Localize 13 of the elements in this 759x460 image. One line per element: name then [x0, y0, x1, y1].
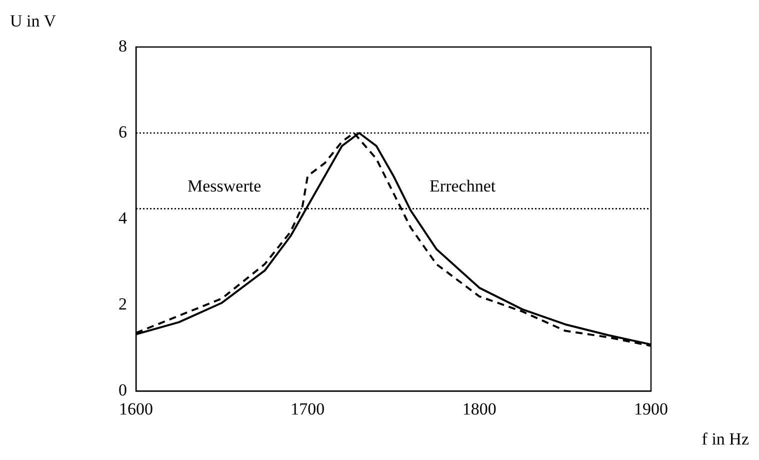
series-label: Errechnet: [430, 176, 496, 196]
text: Messwerte: [188, 176, 262, 196]
y-tick-label: 0: [118, 380, 127, 400]
x-tick-label: 1800: [462, 400, 496, 419]
y-tick-label: 6: [118, 122, 127, 142]
x-axis-title: f in Hz: [702, 429, 750, 448]
x-tick-label: 1600: [119, 400, 153, 419]
y-axis-title: U in V: [10, 11, 57, 30]
x-tick-label: 1700: [290, 400, 325, 419]
y-tick-label: 8: [118, 36, 127, 56]
y-tick-label: 2: [118, 294, 127, 314]
x-tick-label: 1900: [634, 400, 668, 419]
y-tick-label: 4: [118, 208, 128, 228]
